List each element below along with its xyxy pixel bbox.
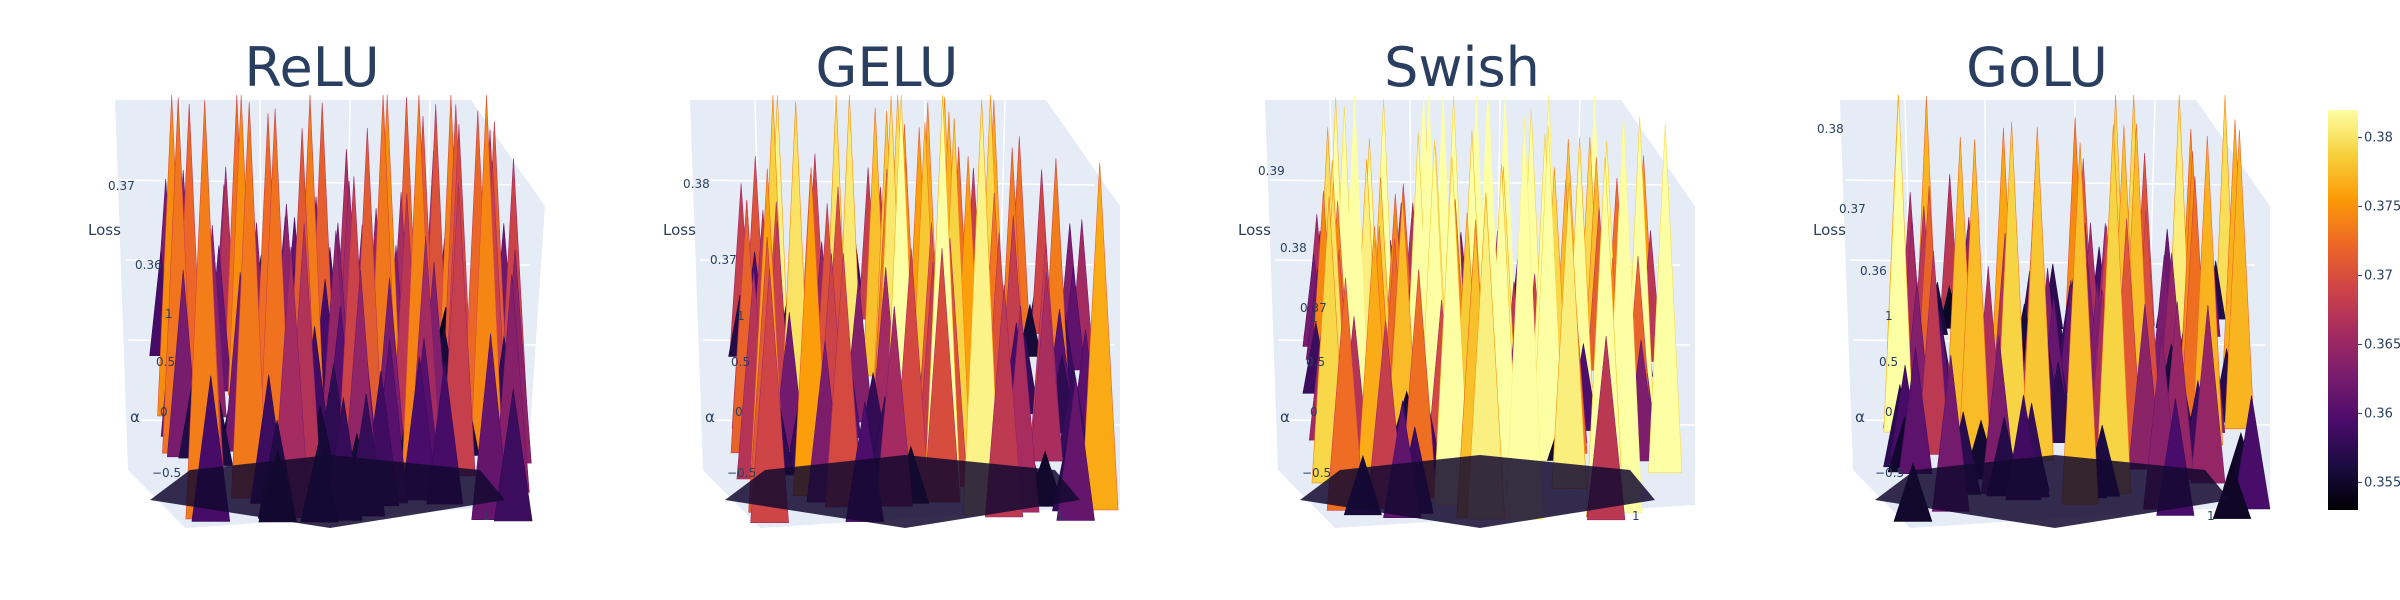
colorbar-tick-label: 0.36 [2364, 406, 2393, 421]
surface-spikes-1[interactable] [149, 94, 533, 528]
colorbar-tick-label: 0.37 [2364, 269, 2393, 284]
y-axis-label-2: α [705, 408, 715, 426]
z-tick-4-0: 0.38 [1817, 122, 1844, 136]
y-tick-4-3: −0.5 [1875, 466, 1904, 480]
z-tick-3-2: 0.37 [1300, 301, 1327, 315]
surface-spike [1081, 162, 1119, 511]
y-tick-1-1: 0.5 [156, 355, 175, 369]
surface-spike [493, 389, 533, 522]
y-tick-3-2: 0 [1310, 405, 1318, 419]
subplot-2: GELU Loss α 0.38 0.37 1 0.5 0 −0.5 1 [663, 36, 1121, 528]
grid-line [1046, 99, 1121, 206]
y-tick-1-3: −0.5 [152, 466, 181, 480]
z-tick-1-0: 0.37 [108, 179, 135, 193]
colorbar-tick-label: 0.38 [2364, 131, 2393, 146]
grid-line [1621, 99, 1696, 206]
z-tick-4-1: 0.37 [1839, 202, 1866, 216]
subplot-1: ReLU Loss α 0.37 0.36 1 0.5 0 −0.5 1 [88, 36, 546, 528]
surface-floor [1875, 455, 2230, 528]
surface-spike [750, 268, 789, 524]
colorbar-gradient [2328, 110, 2358, 510]
y-tick-1-0: 1 [165, 307, 173, 321]
y-tick-4-0: 1 [1885, 309, 1893, 323]
grid-line [471, 99, 546, 206]
y-tick-3-1: 0.5 [1306, 355, 1325, 369]
surface-spikes-2[interactable] [725, 94, 1119, 528]
z-tick-2-1: 0.37 [710, 253, 737, 267]
surface-spike [2224, 129, 2255, 430]
z-tick-4-2: 0.36 [1860, 264, 1887, 278]
surface-spike [1917, 251, 1950, 455]
colorbar-tick-label: 0.365 [2364, 337, 2400, 352]
y-axis-label-3: α [1280, 408, 1290, 426]
y-tick-3-3: −0.5 [1302, 466, 1331, 480]
surface-spikes-4[interactable] [1875, 94, 2271, 528]
y-tick-1-2: 0 [160, 405, 168, 419]
surface-floor [725, 455, 1080, 528]
colorbar: 0.38 0.375 0.37 0.365 0.36 0.355 [2328, 110, 2400, 510]
x-tick-4-1: 1 [2207, 509, 2215, 523]
z-tick-3-0: 0.39 [1258, 164, 1285, 178]
surface-spikes-3[interactable] [1300, 94, 1683, 528]
colorbar-ticks: 0.38 0.375 0.37 0.365 0.36 0.355 [2358, 131, 2400, 490]
y-tick-4-1: 0.5 [1879, 355, 1898, 369]
y-axis-label-4: α [1855, 408, 1865, 426]
colorbar-tick-label: 0.375 [2364, 200, 2400, 215]
x-tick-3-1: 1 [1632, 509, 1640, 523]
subplot-3: Swish Loss α 0.39 0.38 0.37 1 0.5 0 −0.5… [1238, 36, 1696, 528]
x-tick-2-1: 1 [1057, 509, 1065, 523]
y-axis-label-1: α [130, 408, 140, 426]
z-tick-3-1: 0.38 [1280, 241, 1307, 255]
colorbar-tick-label: 0.355 [2364, 475, 2400, 490]
z-tick-2-0: 0.38 [683, 177, 710, 191]
y-tick-2-2: 0 [735, 405, 743, 419]
subplot-title-2: GELU [816, 36, 959, 99]
y-tick-3-0: 1 [1310, 311, 1318, 325]
subplot-4: GoLU Loss α 0.38 0.37 0.36 1 0.5 0 −0.5 … [1813, 36, 2271, 528]
subplot-title-1: ReLU [244, 36, 379, 99]
z-axis-label-4: Loss [1813, 221, 1846, 239]
z-axis-label-1: Loss [88, 221, 121, 239]
x-tick-1-1: 1 [482, 509, 490, 523]
y-tick-2-0: 1 [737, 309, 745, 323]
subplot-title-3: Swish [1384, 36, 1540, 99]
surface-floor [1300, 455, 1655, 528]
z-axis-label-2: Loss [663, 221, 696, 239]
y-tick-2-1: 0.5 [731, 355, 750, 369]
z-axis-label-3: Loss [1238, 221, 1271, 239]
surface-spike [2232, 395, 2271, 510]
y-tick-4-2: 0 [1885, 405, 1893, 419]
surface-spike [984, 284, 1024, 518]
surface-spike [1648, 124, 1683, 473]
y-tick-2-3: −0.5 [727, 466, 756, 480]
z-tick-1-1: 0.36 [135, 258, 162, 272]
subplot-title-4: GoLU [1966, 36, 2108, 99]
surface-floor [150, 455, 505, 528]
